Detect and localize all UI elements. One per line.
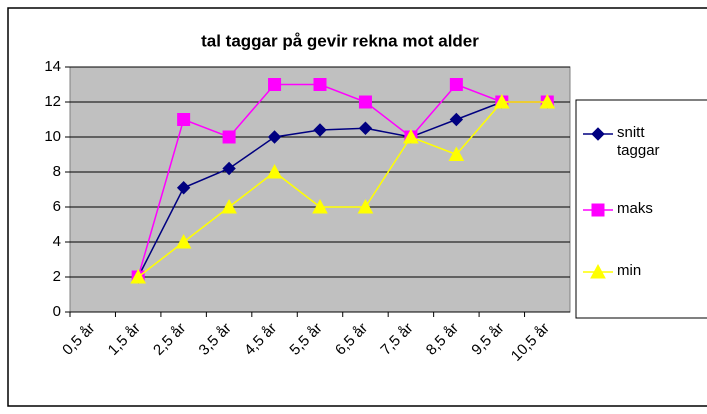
marker: [403, 128, 419, 144]
y-tick-label: 2: [53, 268, 61, 285]
y-tick-label: 8: [53, 163, 61, 180]
series-line: [137, 101, 548, 278]
marker: [448, 146, 465, 161]
marker: [176, 181, 191, 195]
legend-label: snitt taggar: [617, 124, 660, 159]
marker: [222, 161, 236, 176]
y-tick-label: 6: [53, 198, 61, 215]
marker: [177, 113, 191, 126]
marker: [266, 163, 283, 179]
marker: [449, 112, 464, 127]
marker: [175, 233, 192, 249]
plot-area: [69, 66, 571, 313]
y-tick-label: 14: [44, 58, 61, 75]
marker: [358, 121, 373, 135]
y-tick-label: 10: [44, 128, 61, 145]
series-line: [137, 83, 548, 278]
y-tick-label: 0: [53, 303, 61, 320]
marker: [221, 198, 237, 214]
marker: [313, 123, 327, 137]
marker: [130, 268, 147, 284]
marker: [591, 127, 605, 141]
series-line: [137, 101, 548, 278]
marker: [449, 78, 463, 91]
y-tick-label: 12: [44, 93, 61, 110]
marker: [493, 93, 510, 109]
legend-label: min: [617, 262, 642, 279]
marker: [222, 130, 236, 144]
marker: [267, 130, 282, 144]
legend-label: maks: [617, 200, 653, 217]
y-tick-label: 4: [53, 233, 61, 250]
marker: [358, 95, 372, 109]
marker: [539, 93, 556, 109]
marker: [313, 78, 327, 91]
marker: [591, 203, 605, 217]
marker: [590, 263, 606, 279]
marker: [312, 198, 328, 214]
marker: [268, 78, 282, 91]
chart-title: tal taggar på gevir rekna mot alder: [201, 31, 479, 50]
marker: [357, 198, 374, 214]
